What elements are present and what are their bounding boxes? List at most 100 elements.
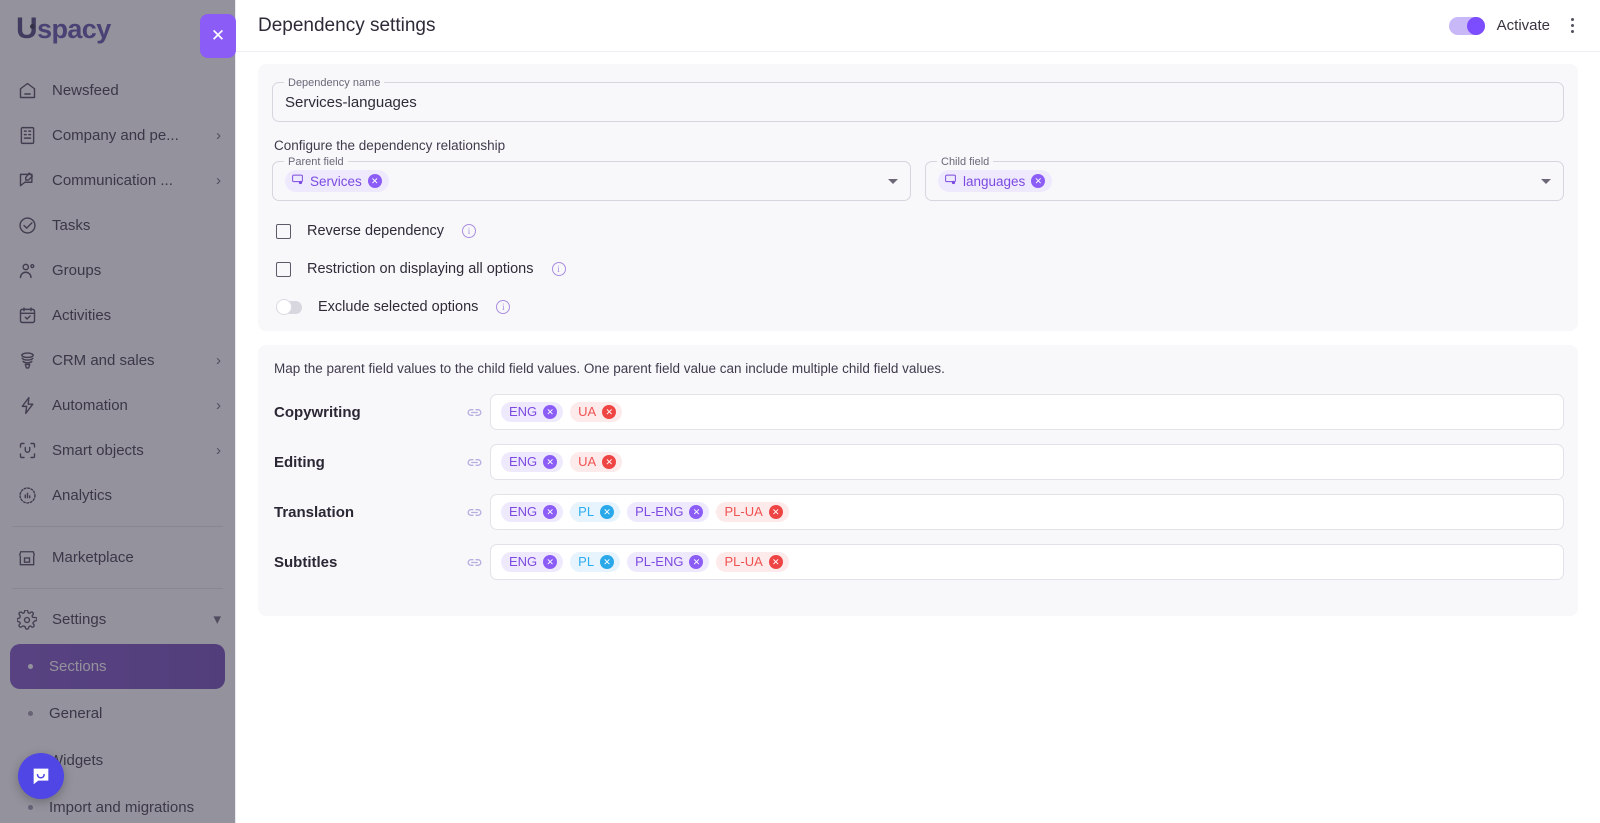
child-field-legend: Child field bbox=[937, 155, 994, 169]
sidebar-item-label: CRM and sales bbox=[52, 352, 155, 369]
mapping-row: Copywriting ENG ✕ UA ✕ bbox=[272, 394, 1564, 430]
building-icon bbox=[16, 125, 38, 147]
kebab-menu-icon[interactable] bbox=[1562, 14, 1582, 38]
value-chip[interactable]: PL-UA ✕ bbox=[716, 502, 789, 522]
mapping-values-input[interactable]: ENG ✕ UA ✕ bbox=[490, 394, 1564, 430]
remove-chip-icon[interactable]: ✕ bbox=[768, 555, 783, 569]
remove-chip-icon[interactable]: ✕ bbox=[602, 405, 617, 419]
remove-chip-icon[interactable]: ✕ bbox=[600, 555, 615, 569]
value-chip[interactable]: PL-UA ✕ bbox=[716, 552, 789, 572]
bullet-icon bbox=[28, 711, 33, 716]
parent-field-chip[interactable]: Services ✕ bbox=[285, 170, 389, 192]
value-chip[interactable]: PL-ENG ✕ bbox=[627, 552, 710, 572]
remove-chip-icon[interactable]: ✕ bbox=[600, 505, 615, 519]
sidebar-item-analytics[interactable]: Analytics bbox=[0, 473, 235, 518]
restriction-on-displaying-all-options-checkbox[interactable] bbox=[276, 261, 291, 277]
parent-field-chip-label: Services bbox=[310, 173, 362, 189]
mapping-row: Subtitles ENG ✕ PL ✕ PL-ENG ✕ PL-UA ✕ bbox=[272, 544, 1564, 580]
value-chip[interactable]: PL ✕ bbox=[570, 502, 621, 522]
remove-child-chip-icon[interactable]: ✕ bbox=[1031, 174, 1046, 188]
mapping-values-input[interactable]: ENG ✕ PL ✕ PL-ENG ✕ PL-UA ✕ bbox=[490, 544, 1564, 580]
link-icon bbox=[458, 453, 490, 472]
exclude-selected-options-toggle[interactable] bbox=[276, 299, 302, 315]
chevron-down-icon[interactable] bbox=[1541, 179, 1551, 184]
sidebar-item-company-and-pe[interactable]: Company and pe... › bbox=[0, 113, 235, 158]
remove-chip-icon[interactable]: ✕ bbox=[543, 555, 558, 569]
child-field-select[interactable]: Child field languages ✕ bbox=[925, 155, 1564, 201]
value-chip[interactable]: ENG ✕ bbox=[501, 452, 564, 472]
configure-relationship-label: Configure the dependency relationship bbox=[274, 138, 506, 153]
remove-chip-icon[interactable]: ✕ bbox=[543, 455, 558, 469]
mapping-row-label: Subtitles bbox=[274, 553, 338, 571]
intercom-chat-button[interactable] bbox=[18, 753, 64, 799]
sidebar-item-label: Tasks bbox=[52, 217, 91, 234]
value-chip[interactable]: ENG ✕ bbox=[501, 402, 564, 422]
remove-chip-icon[interactable]: ✕ bbox=[602, 455, 617, 469]
sidebar-item-activities[interactable]: Activities bbox=[0, 293, 235, 338]
value-chip-label: UA bbox=[578, 404, 597, 419]
child-field-chip[interactable]: languages ✕ bbox=[938, 170, 1053, 192]
sidebar-item-crm-and-sales[interactable]: CRM and sales › bbox=[0, 338, 235, 383]
value-chip[interactable]: ENG ✕ bbox=[501, 552, 564, 572]
close-panel-button[interactable]: ✕ bbox=[200, 14, 236, 58]
mapping-values-input[interactable]: ENG ✕ UA ✕ bbox=[490, 444, 1564, 480]
sidebar-item-newsfeed[interactable]: Newsfeed bbox=[0, 68, 235, 113]
calendar-check-icon bbox=[16, 305, 38, 327]
chat-edit-icon bbox=[16, 170, 38, 192]
sidebar-nav: Newsfeed Company and pe... › Communication … bbox=[0, 58, 235, 518]
option-row-reverse-dependency: Reverse dependency i bbox=[272, 223, 1564, 239]
remove-chip-icon[interactable]: ✕ bbox=[689, 555, 704, 569]
logo-text: U spacy bbox=[16, 12, 111, 46]
activate-toggle[interactable] bbox=[1448, 16, 1485, 35]
store-icon bbox=[16, 547, 38, 569]
parent-field-select[interactable]: Parent field Services ✕ bbox=[272, 155, 911, 201]
chevron-down-icon[interactable] bbox=[888, 179, 898, 184]
info-icon[interactable]: i bbox=[462, 224, 477, 238]
reverse-dependency-checkbox[interactable] bbox=[276, 223, 291, 239]
header-actions: Activate bbox=[1448, 14, 1582, 38]
chevron-right-icon: › bbox=[216, 127, 221, 144]
sidebar-item-smart-objects[interactable]: Smart objects › bbox=[0, 428, 235, 473]
remove-chip-icon[interactable]: ✕ bbox=[543, 505, 558, 519]
sidebar-item-general[interactable]: General bbox=[10, 691, 225, 736]
remove-chip-icon[interactable]: ✕ bbox=[543, 405, 558, 419]
dependency-name-field[interactable]: Dependency name Services-languages bbox=[272, 76, 1564, 122]
sidebar-item-automation[interactable]: Automation › bbox=[0, 383, 235, 428]
analytics-icon bbox=[16, 485, 38, 507]
remove-chip-icon[interactable]: ✕ bbox=[768, 505, 783, 519]
intercom-chat-icon bbox=[33, 768, 49, 785]
value-chip[interactable]: PL ✕ bbox=[570, 552, 621, 572]
sidebar-divider-1 bbox=[12, 526, 223, 527]
remove-parent-chip-icon[interactable]: ✕ bbox=[367, 174, 382, 188]
sidebar-item-marketplace[interactable]: Marketplace bbox=[0, 535, 235, 580]
check-circle-icon bbox=[16, 215, 38, 237]
sidebar-item-groups[interactable]: Groups bbox=[0, 248, 235, 293]
chevron-right-icon: › bbox=[216, 172, 221, 189]
sidebar-item-sections[interactable]: Sections bbox=[10, 644, 225, 689]
chevron-right-icon: › bbox=[216, 397, 221, 414]
info-icon[interactable]: i bbox=[496, 300, 511, 314]
value-chip[interactable]: UA ✕ bbox=[570, 402, 623, 422]
mapping-values-input[interactable]: ENG ✕ PL ✕ PL-ENG ✕ PL-UA ✕ bbox=[490, 494, 1564, 530]
sidebar-item-label: General bbox=[49, 705, 103, 722]
sidebar-item-communication[interactable]: Communication ... › bbox=[0, 158, 235, 203]
logo-u-mark: U bbox=[16, 12, 38, 46]
people-icon bbox=[16, 260, 38, 282]
value-chip[interactable]: UA ✕ bbox=[570, 452, 623, 472]
mapping-row: Translation ENG ✕ PL ✕ PL-ENG ✕ PL-UA ✕ bbox=[272, 494, 1564, 530]
value-chip[interactable]: PL-ENG ✕ bbox=[627, 502, 710, 522]
sidebar-item-label: Analytics bbox=[52, 487, 113, 504]
value-chip-label: ENG bbox=[509, 554, 538, 569]
value-chip[interactable]: ENG ✕ bbox=[501, 502, 564, 522]
sidebar-item-label: Settings bbox=[52, 611, 107, 628]
mapping-rows: Copywriting ENG ✕ UA ✕ Editing ENG ✕ UA ✕ Translat… bbox=[272, 394, 1564, 580]
info-icon[interactable]: i bbox=[551, 262, 566, 276]
remove-chip-icon[interactable]: ✕ bbox=[689, 505, 704, 519]
sidebar-item-label: Automation bbox=[52, 397, 128, 414]
value-chip-label: ENG bbox=[509, 504, 538, 519]
sidebar-item-settings[interactable]: Settings ▾ bbox=[0, 597, 235, 642]
sidebar-item-tasks[interactable]: Tasks bbox=[0, 203, 235, 248]
sidebar-item-label: Groups bbox=[52, 262, 102, 279]
field-selectors-row: Parent field Services ✕ bbox=[272, 155, 1564, 201]
